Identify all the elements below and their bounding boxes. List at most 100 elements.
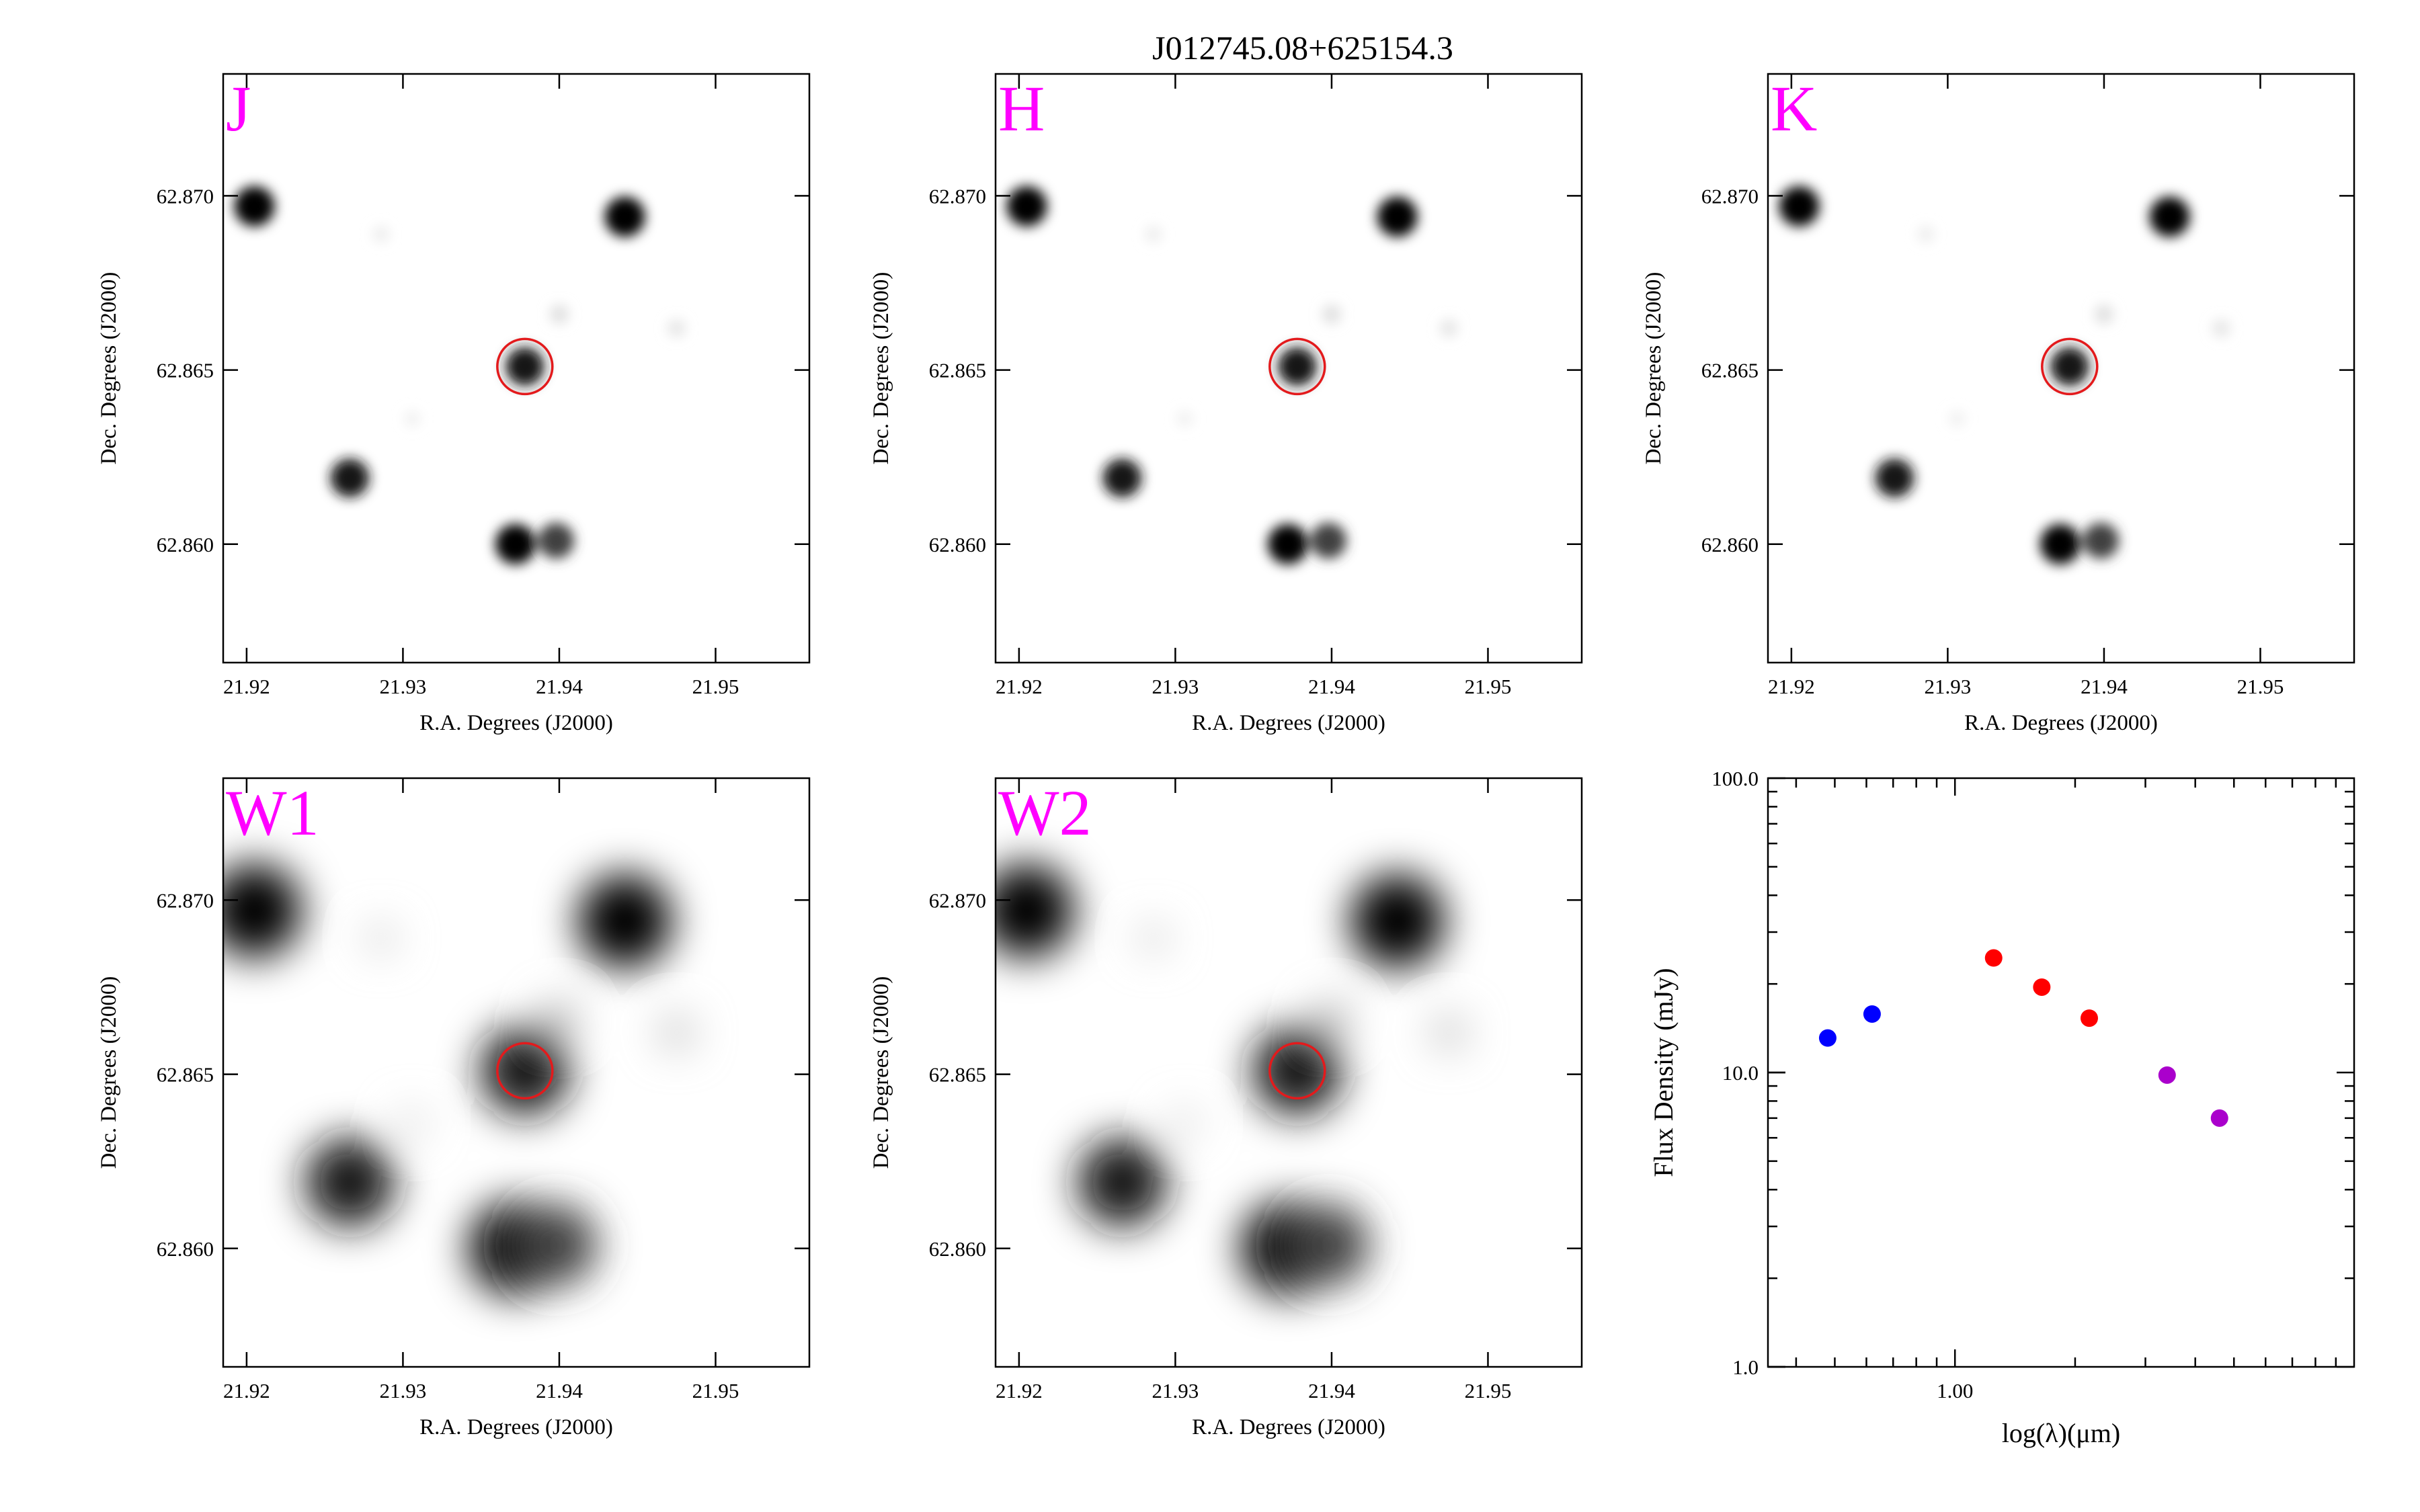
- source-blob: [2212, 319, 2230, 337]
- x-tick-label: 21.92: [1768, 675, 1815, 698]
- source-blob: [2149, 196, 2190, 237]
- source-blob: [538, 522, 575, 559]
- source-blob: [1278, 347, 1317, 386]
- source-blob: [515, 1204, 598, 1286]
- sed-axes-frame: [1767, 777, 2355, 1368]
- y-axis-label: Dec. Degrees (J2000): [97, 976, 121, 1169]
- x-axis-label: R.A. Degrees (J2000): [1192, 711, 1385, 735]
- band-label: W1: [226, 777, 319, 849]
- band-label: W2: [998, 777, 1092, 849]
- source-blob: [330, 458, 370, 498]
- x-axis-label: log(λ)(μm): [2002, 1418, 2120, 1448]
- x-tick-label: 1.00: [1937, 1379, 1973, 1402]
- y-tick-label: 62.865: [157, 359, 214, 382]
- band-label: J: [226, 73, 251, 144]
- y-tick-label: 62.860: [1701, 533, 1759, 556]
- panel-w2: 21.92 21.93 21.94 21.95 62.860 62.865 62.870 R.…: [869, 777, 1583, 1439]
- data-point: [2158, 1066, 2176, 1084]
- y-tick-label: 62.860: [929, 533, 986, 556]
- axes-frame: [222, 73, 811, 664]
- source-blob: [1377, 196, 1418, 237]
- source-blob: [1102, 458, 1142, 498]
- y-tick-label: 62.865: [157, 1063, 214, 1087]
- x-tick-label: 21.95: [1465, 675, 1512, 698]
- source-blob: [506, 347, 544, 386]
- source-blob: [1287, 1204, 1370, 1286]
- x-tick-label: 21.94: [1308, 1379, 1355, 1402]
- source-blob: [223, 863, 302, 958]
- source-blob: [1252, 1025, 1342, 1116]
- data-point: [2033, 978, 2051, 996]
- y-axis-label: Dec. Degrees (J2000): [869, 976, 893, 1169]
- band-label: H: [998, 73, 1045, 144]
- data-point: [1984, 949, 2003, 967]
- y-tick-label: 100.0: [1711, 767, 1759, 790]
- source-blob: [549, 304, 569, 324]
- y-axis-label: Flux Density (mJy): [1648, 968, 1679, 1177]
- y-tick-label: 1.0: [1732, 1355, 1759, 1379]
- band-label: K: [1771, 73, 1817, 144]
- source-blob: [2083, 522, 2120, 559]
- x-tick-label: 21.93: [1152, 1379, 1199, 1402]
- source-blob: [1145, 226, 1162, 243]
- x-tick-label: 21.93: [1925, 675, 1972, 698]
- panel-j: 21.92 21.93 21.94 21.95 62.860 62.865 62.870 R.…: [97, 73, 811, 735]
- panel-w1: 21.92 21.93 21.94 21.95 62.860 62.865 62.870 R.…: [97, 777, 811, 1439]
- target-circle: [496, 1042, 554, 1100]
- source-blob: [667, 319, 686, 337]
- source-blob: [1077, 1137, 1167, 1227]
- y-axis-label: Dec. Degrees (J2000): [869, 272, 893, 465]
- x-tick-label: 21.92: [223, 1379, 270, 1402]
- target-circle: [2041, 337, 2099, 396]
- axes-frame: [994, 73, 1583, 664]
- source-blob: [495, 523, 536, 564]
- image-j: [223, 74, 809, 663]
- source-blob: [604, 196, 645, 237]
- y-tick-label: 62.865: [929, 1063, 986, 1087]
- image-w1: [223, 778, 809, 1367]
- source-blob: [404, 411, 421, 427]
- target-circle: [1268, 337, 1326, 396]
- source-blob: [540, 999, 579, 1038]
- source-blob: [1137, 922, 1170, 955]
- source-blob: [305, 1137, 395, 1227]
- source-blob: [2040, 523, 2081, 564]
- y-tick-label: 62.865: [1701, 359, 1759, 382]
- axes-frame: [222, 777, 811, 1368]
- source-blob: [1949, 411, 1966, 427]
- source-blob: [1350, 874, 1445, 968]
- source-blob: [577, 874, 672, 968]
- x-axis-label: R.A. Degrees (J2000): [419, 1415, 613, 1439]
- x-tick-label: 21.92: [996, 675, 1043, 698]
- source-blob: [365, 922, 397, 955]
- y-tick-label: 62.870: [157, 184, 214, 208]
- target-circle: [1268, 1042, 1326, 1100]
- source-blob: [1430, 1014, 1467, 1050]
- source-blob: [1176, 411, 1193, 427]
- y-tick-label: 62.865: [929, 359, 986, 382]
- source-blob: [1006, 185, 1047, 226]
- x-tick-label: 21.95: [2237, 675, 2284, 698]
- source-blob: [397, 1107, 428, 1138]
- axes-frame: [1767, 73, 2355, 664]
- source-blob: [996, 863, 1074, 958]
- x-tick-label: 21.94: [536, 1379, 583, 1402]
- source-blob: [1169, 1107, 1201, 1138]
- y-tick-label: 62.870: [157, 888, 214, 912]
- y-axis-label: Dec. Degrees (J2000): [97, 272, 121, 465]
- x-axis-label: R.A. Degrees (J2000): [419, 711, 613, 735]
- source-blob: [1310, 522, 1347, 559]
- image-k: [1768, 74, 2354, 663]
- source-blob: [1917, 226, 1935, 243]
- y-tick-label: 62.860: [929, 1237, 986, 1261]
- source-blob: [658, 1014, 694, 1050]
- x-tick-label: 21.92: [223, 675, 270, 698]
- data-point: [1863, 1005, 1881, 1023]
- x-tick-label: 21.95: [692, 675, 739, 698]
- source-blob: [1312, 999, 1351, 1038]
- sed-chart: 1.0 10.0 100.0 1.00 log(λ)(μm) Flux Density (…: [1648, 767, 2355, 1448]
- x-tick-label: 21.95: [1465, 1379, 1512, 1402]
- image-h: [996, 74, 1582, 663]
- panel-k: 21.92 21.93 21.94 21.95 62.860 62.865 62.870 R.…: [1642, 73, 2355, 735]
- source-blob: [2094, 304, 2114, 324]
